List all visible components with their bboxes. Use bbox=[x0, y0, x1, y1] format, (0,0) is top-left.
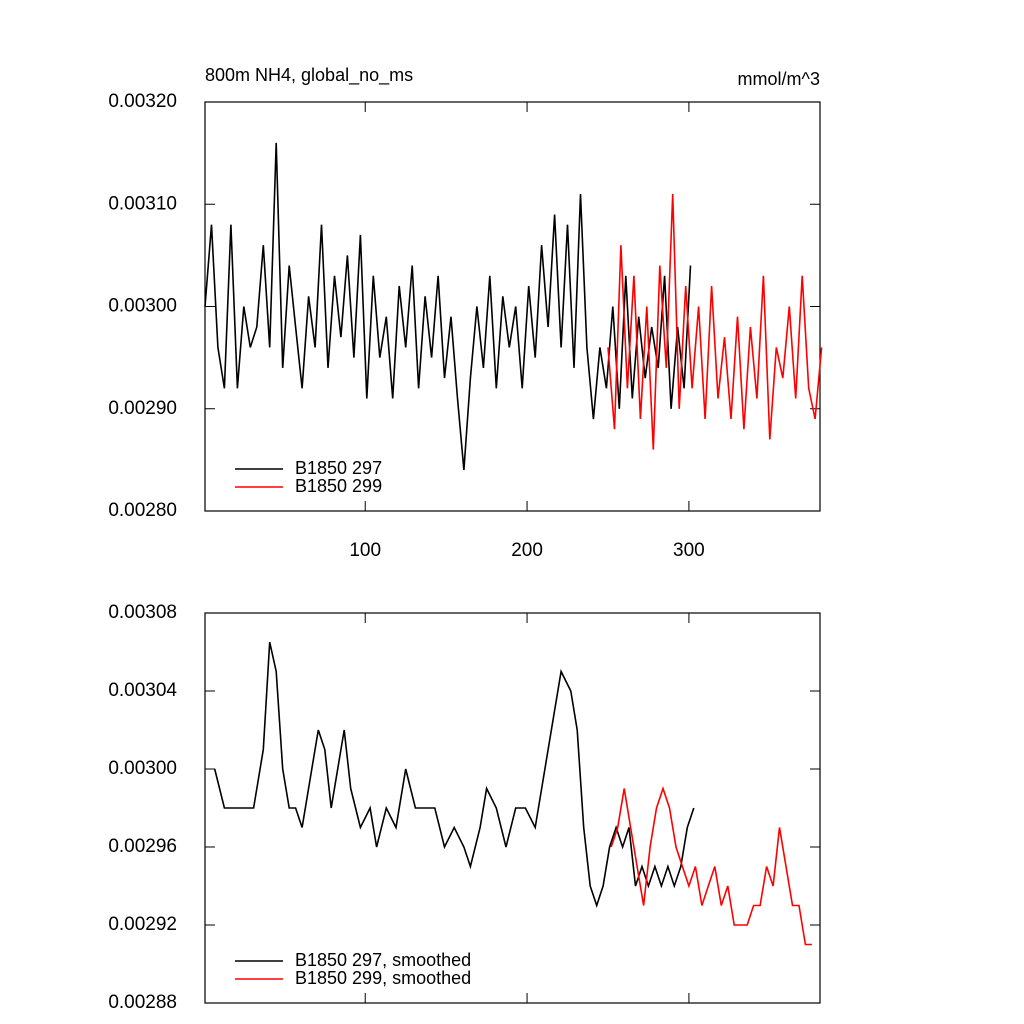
y-tick-label: 0.00320 bbox=[108, 91, 177, 112]
y-tick-label: 0.00288 bbox=[108, 992, 177, 1013]
x-tick-label: 300 bbox=[673, 540, 705, 561]
legend-label: B1850 299, smoothed bbox=[295, 968, 471, 988]
x-tick-label: 100 bbox=[349, 540, 381, 561]
y-tick-label: 0.00300 bbox=[108, 296, 177, 317]
legend-label: B1850 297 bbox=[295, 458, 382, 478]
plot-frame bbox=[204, 612, 821, 1004]
data-line bbox=[607, 193, 823, 450]
legend-label: B1850 299 bbox=[295, 476, 382, 496]
x-tick-label: 200 bbox=[511, 540, 543, 561]
data-line bbox=[204, 142, 692, 471]
y-tick-label: 0.00280 bbox=[108, 500, 177, 521]
y-tick-label: 0.00290 bbox=[108, 398, 177, 419]
data-line bbox=[213, 642, 695, 909]
y-tick-label: 0.00300 bbox=[108, 758, 177, 779]
plot-frame bbox=[204, 101, 821, 512]
units-label: mmol/m^3 bbox=[738, 69, 820, 89]
legend-label: B1850 297, smoothed bbox=[295, 950, 471, 970]
y-tick-label: 0.00292 bbox=[108, 914, 177, 935]
y-tick-label: 0.00310 bbox=[108, 193, 177, 214]
y-tick-label: 0.00308 bbox=[108, 602, 177, 623]
data-line bbox=[610, 785, 812, 946]
y-tick-label: 0.00296 bbox=[108, 836, 177, 857]
chart-title: 800m NH4, global_no_ms bbox=[205, 65, 413, 86]
y-tick-label: 0.00304 bbox=[108, 680, 177, 701]
